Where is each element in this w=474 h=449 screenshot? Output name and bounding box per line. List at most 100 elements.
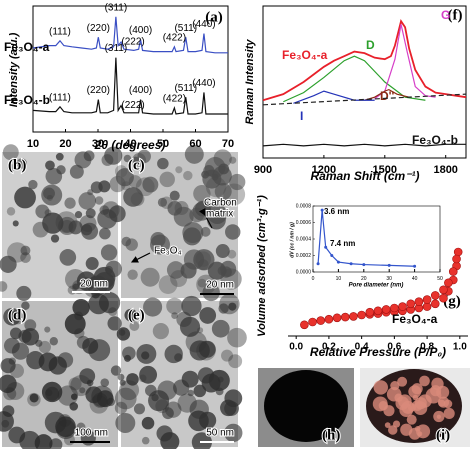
particle [148,390,170,412]
speck [373,380,388,395]
y-axis-label: dV (cc / nm / g) [289,222,295,258]
particle [64,197,76,209]
particle [9,327,22,340]
particle [79,387,86,394]
scale-label: 100 nm [75,428,108,439]
particle [0,358,16,374]
particle [21,328,40,346]
point [439,285,448,295]
speck [431,377,444,391]
speck [383,405,395,417]
particle [3,307,21,326]
particle [227,327,247,348]
particle [199,307,217,324]
particle [12,220,19,227]
speck [406,414,417,425]
x-tick-label: 30 [92,138,104,150]
particle [3,387,17,401]
x-tick-label: 50 [157,138,169,150]
particle [2,144,19,161]
speck [388,425,398,435]
series-line [374,24,436,100]
x-tick-label: 50 [437,276,443,282]
particle [193,384,207,398]
particle [38,340,51,354]
particle [165,401,182,418]
particle [132,152,146,167]
x-tick-label: 1500 [373,164,397,176]
point [381,305,391,314]
arrow [198,208,213,229]
particle [55,152,64,161]
particle [215,244,230,259]
particle [191,432,212,449]
x-tick-label: 1200 [312,164,336,176]
particle [125,238,138,251]
x-tick-label: 0.2 [322,342,336,353]
particle [193,184,211,203]
particle [114,401,128,415]
x-tick-label: 70 [222,138,234,150]
y-tick-label: 0.0006 [296,220,312,226]
peak-label: (400) [129,25,152,36]
particle [0,374,17,394]
particle [105,260,122,278]
particle [123,187,143,207]
particle [79,214,97,232]
particle [85,257,99,271]
y-axis-label: Volume adsorbed (cm³·g⁻¹) [256,195,268,337]
particle [143,297,163,317]
particle [74,311,84,321]
point [336,260,340,264]
point [349,262,353,266]
particle [181,370,199,388]
x-axis-label: Relative Pressure (P/P₀) [310,345,446,359]
texture [0,144,455,449]
particle [99,227,111,240]
series-label: I [300,109,303,123]
y-tick-label: 0.0002 [296,253,312,259]
particle [128,175,142,189]
particle [81,222,99,240]
particle [213,149,232,168]
point [430,299,440,309]
pellet [264,370,348,442]
point [340,312,350,322]
panel-label: (b) [8,157,26,173]
particle [228,302,237,311]
x-tick-label: 10 [27,138,39,150]
particle [166,261,185,279]
particle [110,365,122,376]
x-tick-label: 0.8 [420,342,434,353]
particle [49,337,58,346]
particle [6,207,16,216]
particle [0,281,8,292]
peak-label: (220) [87,23,110,34]
particle [157,197,168,207]
particle [29,393,39,403]
particle [116,327,131,341]
point [390,303,399,313]
particle [20,252,31,263]
speck [436,414,441,419]
particle [171,312,178,319]
particle [211,319,230,338]
panel-label: (d) [8,307,26,323]
speck [394,393,403,402]
particle [141,416,155,430]
particle [85,386,103,404]
peak-label: (220) [87,85,110,96]
particle [202,283,220,302]
particle [16,285,32,301]
particle [140,267,160,287]
point [406,299,416,309]
point [453,247,463,257]
particle [14,186,36,209]
plot-frame [312,205,441,273]
x-tick-label: 0.0 [289,342,303,353]
point [452,254,461,264]
peak-label: (400) [129,85,152,96]
particle [126,373,139,386]
panel-label: (f) [448,7,463,23]
